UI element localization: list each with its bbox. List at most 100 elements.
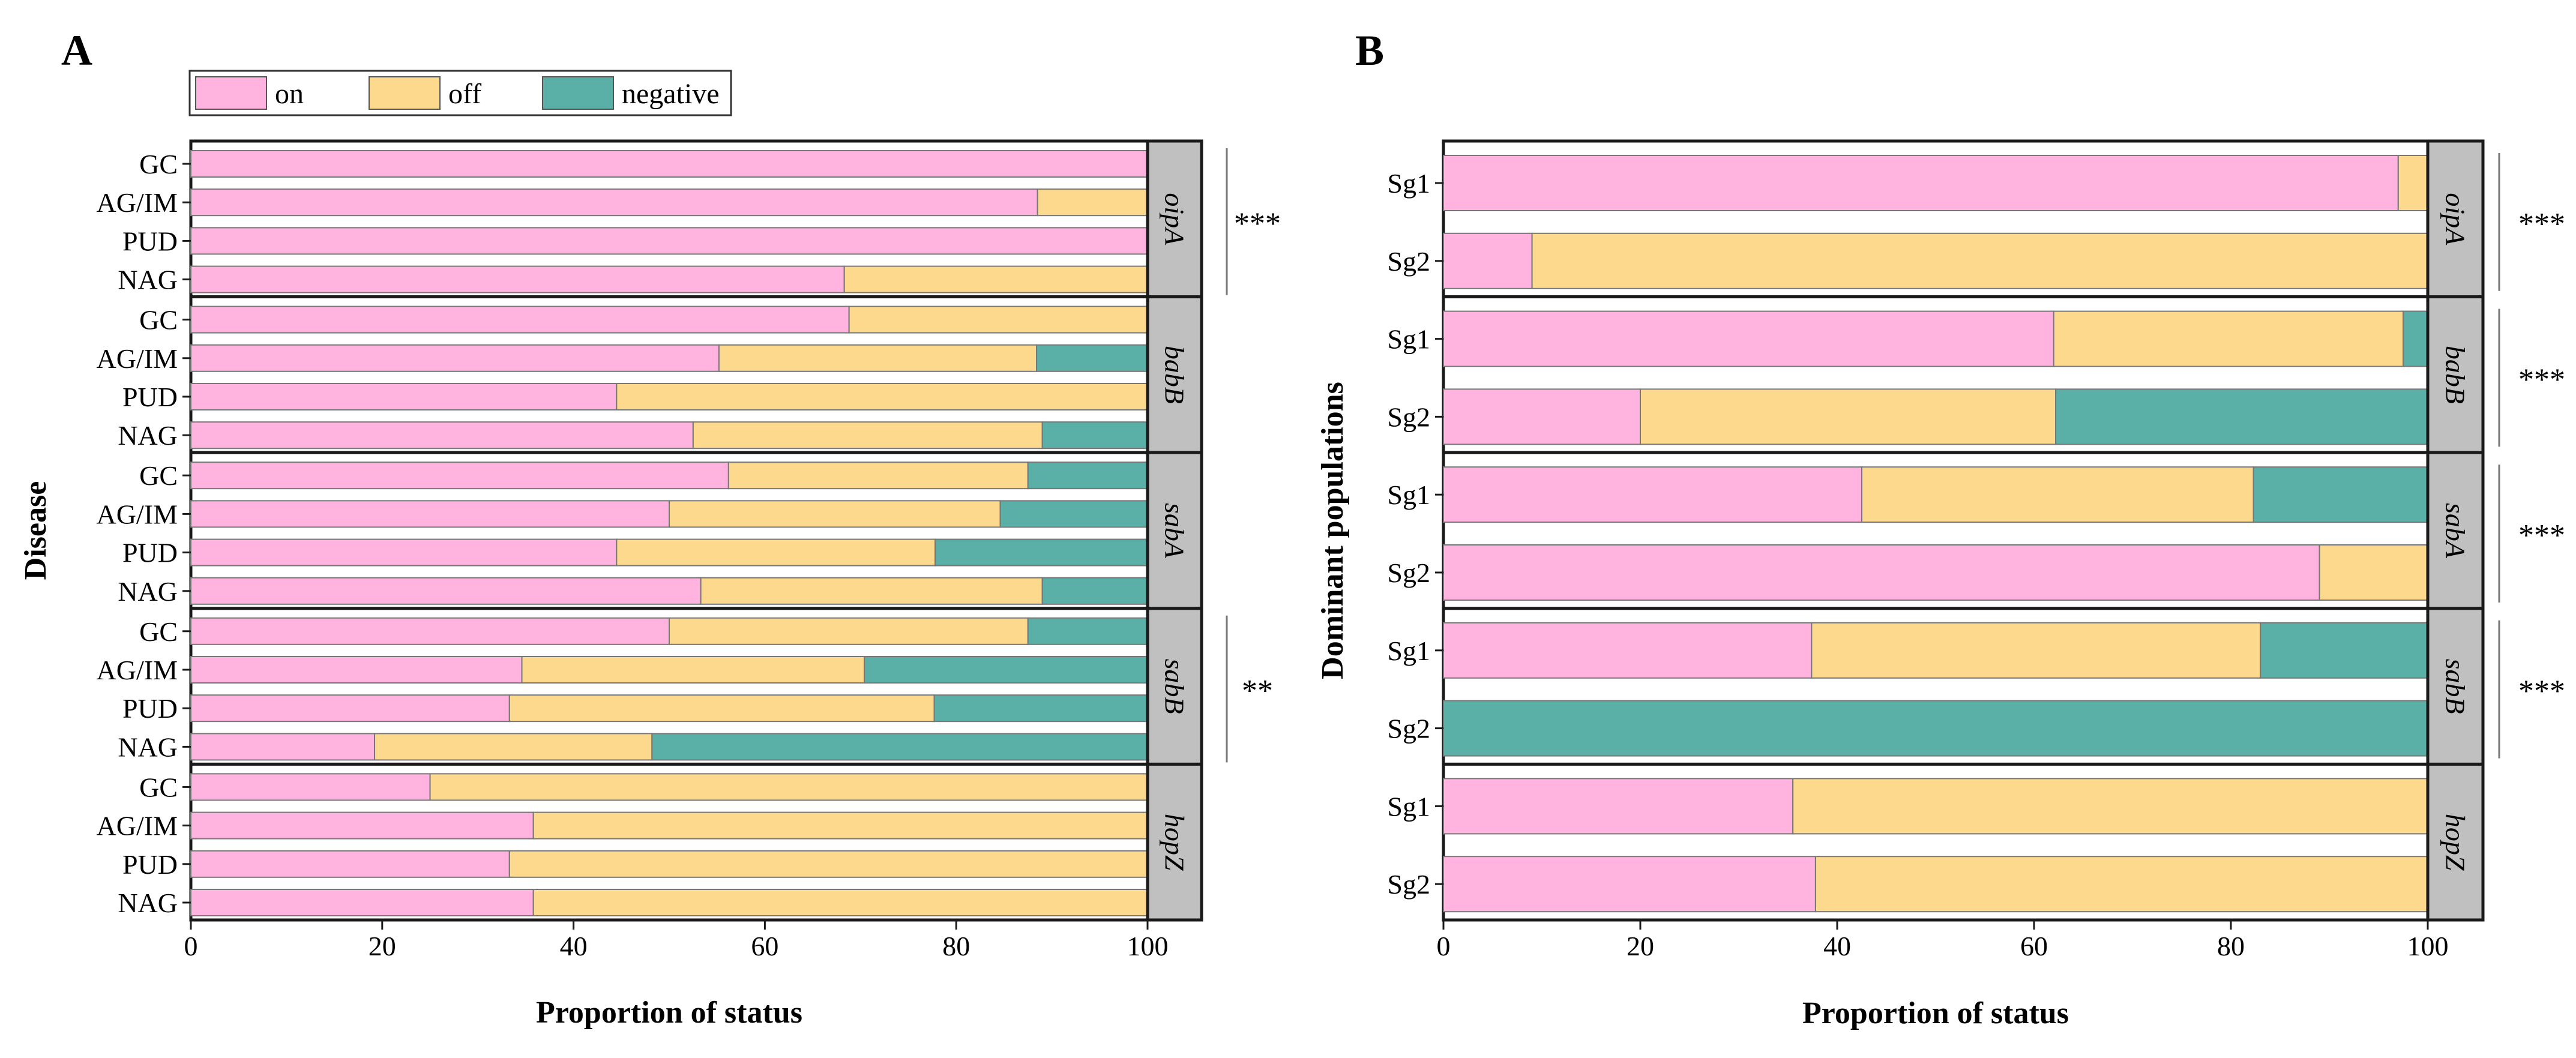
bar-negative [1041, 421, 1149, 449]
y-tick-label: PUD [122, 226, 178, 256]
bar-off [1531, 232, 2429, 289]
bar-on [1443, 778, 1794, 835]
y-tick-label: AG/IM [97, 343, 178, 374]
y-tick-label: GC [139, 149, 178, 179]
bar-off [616, 383, 1148, 410]
y-tick-label: Sg1 [1387, 479, 1430, 510]
facet-hopZ: GC AG/IM PUD NAG hopZ [97, 762, 1203, 922]
y-tick-label: Sg1 [1387, 168, 1430, 199]
y-tick-label: Sg2 [1387, 401, 1430, 432]
y-tick-label: PUD [122, 382, 178, 412]
bar-on [190, 265, 845, 293]
significance-marker: *** [2518, 207, 2565, 241]
bar-off [700, 577, 1043, 605]
bar-negative [2252, 466, 2428, 523]
y-tick-label: NAG [118, 732, 178, 762]
facet-strip-label: sabA [1160, 503, 1190, 559]
y-tick-label: Sg1 [1387, 791, 1430, 822]
significance-marker: ** [1242, 674, 1273, 708]
x-tick-label: 60 [751, 931, 778, 961]
bar-negative [1041, 577, 1149, 605]
bar-off [718, 344, 1038, 372]
bar-negative [651, 733, 1148, 761]
bar-off [669, 617, 1029, 645]
bar-on [190, 694, 510, 723]
y-tick-label: Sg1 [1387, 324, 1430, 355]
bar-off [1861, 466, 2254, 523]
bar-off [2319, 544, 2429, 601]
bar-negative [1443, 700, 2428, 757]
facet-strip-label: hopZ [1160, 814, 1190, 871]
facet-strip [2426, 762, 2485, 922]
bar-off [616, 538, 936, 567]
facet-sabA: Sg1 Sg2 sabA *** [1387, 451, 2565, 610]
facet-strip [1146, 762, 1203, 922]
y-tick-label: PUD [122, 693, 178, 724]
panel-b: B Sg1 Sg2 oipA *** Sg1 Sg2 babB *** Sg1 Sg2 sabA ***… [1316, 26, 2565, 1030]
y-tick-label: AG/IM [97, 187, 178, 218]
bar-on [1443, 232, 1533, 289]
facet-strip-label: oipA [2440, 193, 2471, 245]
bar-off [2397, 155, 2429, 211]
bar-on [1443, 544, 2320, 601]
y-tick-label: GC [139, 460, 178, 491]
bar-negative [2055, 388, 2429, 445]
y-tick-label: Sg2 [1387, 558, 1430, 588]
bar-on [1443, 388, 1641, 445]
y-tick-label: NAG [118, 576, 178, 607]
y-axis-label: Disease [19, 481, 53, 580]
legend-swatch-negative [542, 76, 614, 110]
y-tick-label: GC [139, 305, 178, 335]
bar-on [190, 889, 534, 916]
bar-off [692, 421, 1043, 449]
x-tick-label: 40 [1823, 931, 1851, 961]
bar-off [521, 656, 865, 684]
bar-on [190, 733, 376, 761]
significance-marker: *** [1234, 206, 1281, 241]
facet-strip-label: hopZ [2440, 814, 2471, 871]
bar-off [843, 265, 1149, 293]
bar-on [190, 421, 694, 449]
bar-off [1792, 778, 2428, 835]
y-axis-label: Dominant populations [1316, 382, 1350, 679]
panel-label: A [61, 26, 92, 74]
y-tick-label: AG/IM [97, 811, 178, 841]
bar-off [1640, 388, 2057, 445]
bar-off [532, 889, 1148, 916]
facet-strip-label: sabB [1160, 659, 1190, 714]
bar-on [190, 577, 702, 605]
bar-on [190, 500, 670, 528]
facet-sabA: GC AG/IM PUD NAG sabA [97, 451, 1203, 610]
legend-swatch-on [195, 76, 267, 110]
bar-off [532, 811, 1148, 840]
x-tick-label: 0 [1437, 931, 1451, 961]
bar-off [508, 850, 1148, 878]
bar-negative [1036, 344, 1148, 372]
significance-marker: *** [2518, 363, 2565, 397]
x-tick-label: 40 [560, 931, 588, 961]
bar-on [190, 773, 431, 801]
y-tick-label: PUD [122, 849, 178, 880]
x-tick-label: 0 [184, 931, 198, 961]
panel-label: B [1355, 26, 1384, 74]
bar-off [727, 461, 1029, 490]
bar-on [190, 461, 729, 490]
bar-negative [2403, 310, 2428, 367]
bar-negative [2260, 622, 2428, 679]
bar-negative [933, 694, 1148, 723]
legend: on off negative [188, 70, 732, 116]
y-tick-label: AG/IM [97, 655, 178, 685]
x-tick-label: 60 [2020, 931, 2048, 961]
y-tick-label: NAG [118, 888, 178, 918]
bar-on [190, 538, 618, 567]
facet-babB: GC AG/IM PUD NAG babB [97, 295, 1203, 454]
facet-strip-label: oipA [1160, 193, 1190, 245]
y-tick-label: NAG [118, 265, 178, 295]
x-axis-label: Proportion of status [1802, 996, 2069, 1030]
y-tick-label: Sg2 [1387, 246, 1430, 277]
y-tick-label: PUD [122, 538, 178, 568]
bar-off [1037, 188, 1148, 217]
facet-strip-label: babB [2440, 346, 2471, 404]
